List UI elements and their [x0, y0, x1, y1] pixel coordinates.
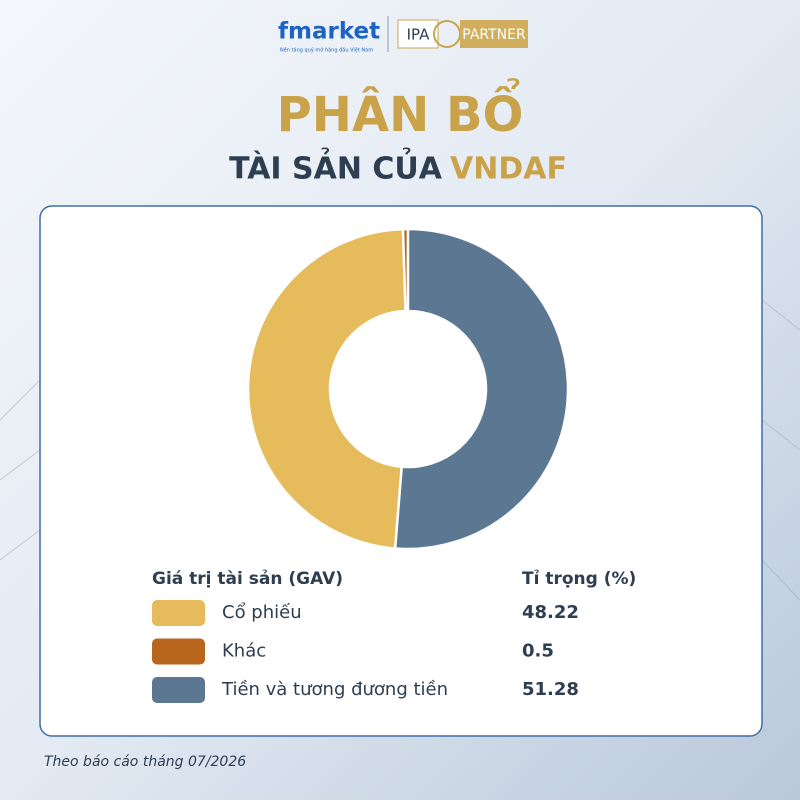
slice — [246, 227, 407, 550]
chart-title: PHÂN BỔ — [277, 78, 524, 143]
legend-swatch — [152, 638, 205, 665]
value-header: Tỉ trọng (%) — [522, 569, 636, 589]
footer: Theo báo cáo tháng 07/2026 — [44, 754, 246, 770]
building-lines — [0, 299, 800, 601]
slice — [393, 227, 570, 551]
legend-value: 48.22 — [522, 602, 579, 623]
legend-label: Khác — [222, 641, 266, 662]
donut-chart: Cổ phiếu 48.22 Khác 0.5 Tiền và tương đương … — [152, 227, 579, 703]
fund-name: VNDAF — [450, 152, 567, 187]
legend-title: Giá trị tài sản (GAV) — [152, 569, 343, 589]
brand: fmarket — [278, 19, 380, 45]
partner-prefix: IPA — [407, 26, 431, 44]
legend-label: Cổ phiếu — [222, 602, 302, 623]
partner-box — [397, 19, 439, 49]
partner-badge — [460, 20, 528, 48]
tagline: Nền tảng quỹ mở hàng đầu Việt Nam — [280, 46, 373, 54]
legend-swatch — [152, 600, 205, 626]
legend-value: 0.5 — [522, 641, 554, 662]
partner: PARTNER — [462, 27, 526, 43]
legend-value: 51.28 — [522, 679, 579, 700]
legend-label: Tiền và tương đương tiền — [221, 679, 448, 700]
chart-subtitle: TÀI SẢN CỦA — [229, 147, 443, 187]
legend-swatch — [152, 677, 205, 703]
